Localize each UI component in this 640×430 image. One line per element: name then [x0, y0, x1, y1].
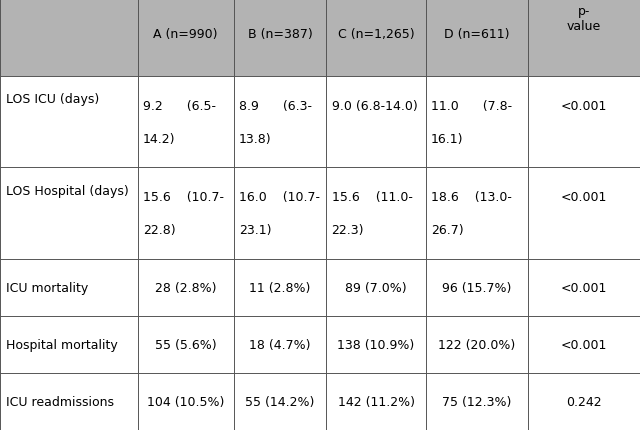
- Bar: [0, 77, 640, 168]
- Text: 28 (2.8%): 28 (2.8%): [155, 281, 216, 295]
- Text: 89 (7.0%): 89 (7.0%): [345, 281, 407, 295]
- Text: 8.9      (6.3-: 8.9 (6.3-: [239, 99, 312, 112]
- Bar: [0, 373, 640, 430]
- Text: 18 (4.7%): 18 (4.7%): [249, 338, 311, 351]
- Text: B (n=387): B (n=387): [248, 28, 312, 40]
- Text: 0.242: 0.242: [566, 395, 602, 408]
- Text: p-
value: p- value: [567, 5, 601, 33]
- Text: 11 (2.8%): 11 (2.8%): [250, 281, 310, 295]
- Text: 15.6    (10.7-: 15.6 (10.7-: [143, 191, 224, 204]
- Text: 122 (20.0%): 122 (20.0%): [438, 338, 515, 351]
- Text: 23.1): 23.1): [239, 224, 271, 236]
- Text: 16.1): 16.1): [431, 132, 463, 145]
- Bar: [0, 316, 640, 373]
- Text: 15.6    (11.0-: 15.6 (11.0-: [332, 191, 412, 204]
- Text: A (n=990): A (n=990): [154, 28, 218, 40]
- Text: C (n=1,265): C (n=1,265): [338, 28, 414, 40]
- Text: 96 (15.7%): 96 (15.7%): [442, 281, 511, 295]
- Text: <0.001: <0.001: [561, 281, 607, 295]
- Text: 9.0 (6.8-14.0): 9.0 (6.8-14.0): [332, 99, 417, 112]
- Text: 22.8): 22.8): [143, 224, 175, 236]
- Text: 13.8): 13.8): [239, 132, 271, 145]
- Text: 16.0    (10.7-: 16.0 (10.7-: [239, 191, 320, 204]
- Text: 55 (14.2%): 55 (14.2%): [245, 395, 315, 408]
- Text: LOS Hospital (days): LOS Hospital (days): [6, 184, 129, 197]
- Text: 14.2): 14.2): [143, 132, 175, 145]
- Text: 75 (12.3%): 75 (12.3%): [442, 395, 511, 408]
- Text: 9.2      (6.5-: 9.2 (6.5-: [143, 99, 216, 112]
- Text: LOS ICU (days): LOS ICU (days): [6, 93, 100, 106]
- Text: 18.6    (13.0-: 18.6 (13.0-: [431, 191, 511, 204]
- Text: Hospital mortality: Hospital mortality: [6, 338, 118, 351]
- Bar: [0, 259, 640, 316]
- Text: D (n=611): D (n=611): [444, 28, 509, 40]
- Text: 55 (5.6%): 55 (5.6%): [155, 338, 216, 351]
- Text: 11.0      (7.8-: 11.0 (7.8-: [431, 99, 512, 112]
- Text: <0.001: <0.001: [561, 338, 607, 351]
- Text: <0.001: <0.001: [561, 191, 607, 204]
- Bar: [0, 168, 640, 259]
- Bar: [0, 0, 640, 77]
- Text: 138 (10.9%): 138 (10.9%): [337, 338, 415, 351]
- Text: ICU mortality: ICU mortality: [6, 281, 89, 295]
- Text: 22.3): 22.3): [332, 224, 364, 236]
- Text: ICU readmissions: ICU readmissions: [6, 395, 115, 408]
- Text: 26.7): 26.7): [431, 224, 463, 236]
- Text: 142 (11.2%): 142 (11.2%): [337, 395, 415, 408]
- Text: 104 (10.5%): 104 (10.5%): [147, 395, 224, 408]
- Text: <0.001: <0.001: [561, 99, 607, 112]
